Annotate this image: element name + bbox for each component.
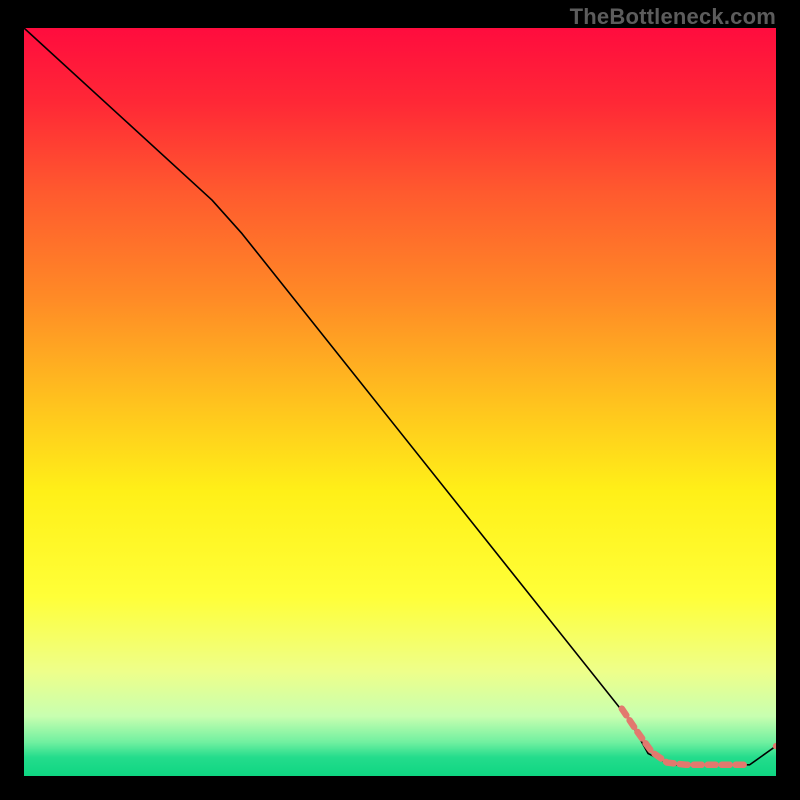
chart-frame: TheBottleneck.com (0, 0, 800, 800)
watermark-label: TheBottleneck.com (570, 4, 776, 30)
chart-background (24, 28, 776, 776)
chart-plot (24, 28, 776, 776)
chart-svg (24, 28, 776, 776)
